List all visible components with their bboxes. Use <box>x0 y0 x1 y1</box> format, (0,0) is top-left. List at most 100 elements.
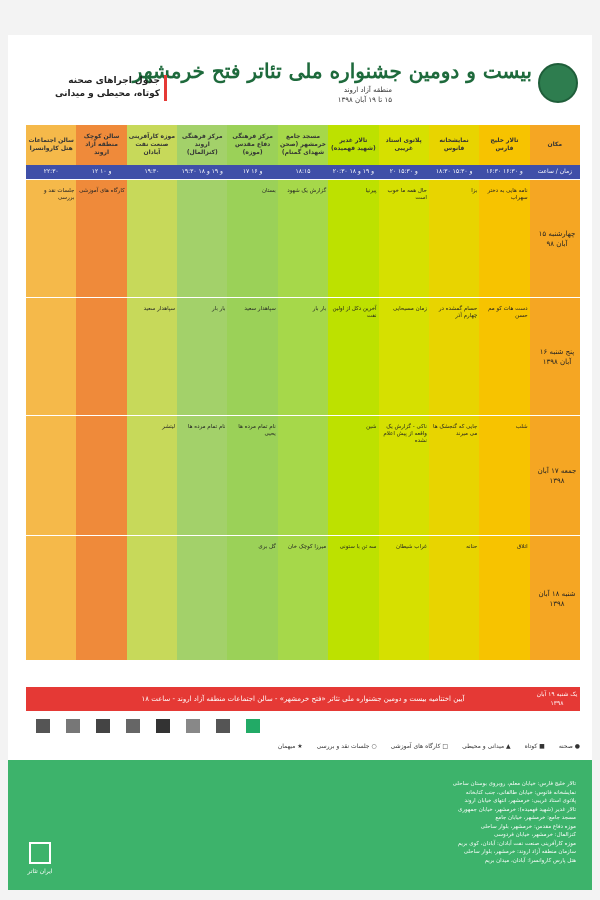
performance-cell: ناکی - گزارش یک واقعه از پیش اعلام نشده <box>383 424 427 444</box>
region: منطقه آزاد اروند <box>343 86 392 94</box>
day-label: جمعه ۱۷ آبان ۱۳۹۸ <box>537 467 577 485</box>
day-row: پنج شنبه ۱۶ آبان ۱۳۹۸ دست هات کو مم حسن حس… <box>26 297 580 416</box>
sponsor-logos <box>26 715 580 737</box>
venue-column: مکان زمان / ساعت <box>529 125 580 660</box>
performance-cell: نام تمام مرده ها <box>187 424 226 430</box>
performance-cell: حسام گمشده در چهارم آذر <box>438 306 478 319</box>
table-title-line1: جدول اجراهای صحنه <box>68 76 160 86</box>
legend-item: □ کارگاه های آموزشی <box>391 743 448 750</box>
venue-name: مسجد جامع خرمشهر (صحن شهدای گمنام) <box>280 133 326 156</box>
venue-column: پلاتوی استاد غریبی ۲۰ و ۱۵:۳۰ <box>378 125 429 660</box>
festival-title: بیست و دومین جشنواره ملی تئاتر فتح خرمشه… <box>132 59 532 83</box>
performance-cell <box>26 304 76 410</box>
day-row: جمعه ۱۷ آبان ۱۳۹۸ شلب جایی که گنجشک ها می … <box>26 415 580 536</box>
festival-subtitle: منطقه آزاد اروند ۱۵ تا ۱۹ آبان ۱۳۹۸ <box>338 85 392 105</box>
venue-address: هتل پارس کاروانسرا: آبادان، میدان بریم <box>484 857 576 864</box>
performance-cell: نامه هایی به دختر سهراب <box>487 188 528 201</box>
venue-address: سازمان منطقه آزاد اروند: خرمشهر، بلوار س… <box>463 849 576 855</box>
brand-logo-icon <box>29 842 51 864</box>
venue-name: نمایشخانه فانوس <box>439 137 469 152</box>
venue-time: ۱۲ و ۱۰ <box>76 165 127 179</box>
legend-item: ▲ میدانی و محیطی <box>462 743 511 750</box>
performance-cell: میرزا کوچک خان <box>287 544 327 550</box>
legend-label: کارگاه های آموزشی <box>390 742 441 750</box>
day-row: شنبه ۱۸ آبان ۱۳۹۸ اتلاق حنانه غراب شیطان سه … <box>26 535 580 661</box>
performance-cell <box>177 186 227 292</box>
venue-address: موزه کارآفرینی صنعت نفت آبادان: آبادان، … <box>457 840 576 847</box>
performance-cell: سه تن با ستونی <box>339 544 377 550</box>
venue-column: مرکز فرهنگی اروند (کنزالمال) ۱۹:۳۰ و ۱۹ و… <box>177 125 228 660</box>
performance-cell <box>26 422 76 530</box>
performance-cell: آخرین دکل از اولین نفت <box>332 306 377 319</box>
brand-text: ایران تئاتر <box>27 868 53 875</box>
performance-cell: حال همه ما خوب است <box>387 188 427 201</box>
venue-time: ۱۸:۳۰ و ۱۵:۳۰ <box>428 165 480 179</box>
performance-cell: اتلاق <box>517 544 528 550</box>
legend-marker-icon: □ <box>440 742 449 750</box>
venue-time: ۱۷ و ۱۶ <box>227 165 278 179</box>
venue-name: مکان <box>547 141 563 148</box>
brand-logo: ایران تئاتر <box>20 840 60 880</box>
venue-time: ۲۰:۳۰ و ۱۹ و ۱۸ <box>328 165 379 179</box>
venue-address: تالار خلیج فارس: خیابان معلم، روبروی بوس… <box>452 781 576 787</box>
day-label: پنج شنبه ۱۶ آبان ۱۳۹۸ <box>539 348 575 366</box>
performance-cell: زمان مسیحایی <box>393 306 427 312</box>
performance-cell: حنانه <box>466 544 478 550</box>
venue-address: پلاتوی استاد غریبی: خرمشهر، انتهای خیابا… <box>464 798 576 804</box>
legend-marker-icon: ★ <box>295 742 303 750</box>
venue-column: مرکز فرهنگی دفاع مقدس (موزه) ۱۷ و ۱۶ <box>227 125 278 660</box>
performance-cell: بار بار <box>312 306 327 312</box>
performance-cell: لیتشر <box>162 424 176 430</box>
venue-list: تالار خلیج فارس: خیابان معلم، روبروی بوس… <box>216 780 576 865</box>
performance-cell <box>127 542 177 655</box>
venue-name: مرکز فرهنگی اروند (کنزالمال) <box>181 133 223 156</box>
legend-marker-icon: ● <box>572 742 580 750</box>
performance-cell: بستان <box>262 188 276 194</box>
venue-name: سالن اجتماعات هتل کاروانسرا <box>28 137 74 152</box>
venue-address: کنزالمال: خرمشهر، خیابان فردوسی <box>493 832 576 838</box>
venue-footer: تالار خلیج فارس: خیابان معلم، روبروی بوس… <box>8 760 592 890</box>
schedule-grid: مکان زمان / ساعت تالار خلیج فارس ۱۶:۳۰ و ۱۶… <box>26 125 580 685</box>
legend-item: ★ میهمان <box>278 743 303 750</box>
legend-marker-icon: ■ <box>537 742 545 750</box>
legend: ● صحنه ■ کوتاه ▲ میدانی و محیطی □ کارگاه ها… <box>26 739 580 753</box>
venue-name: تالار غدیر (شهید فهمیده) <box>331 137 376 152</box>
performance-cell: سپاهدار سعید <box>143 306 176 312</box>
legend-label: میدانی و محیطی <box>462 742 505 750</box>
legend-label: جلسات نقد و بررسی <box>316 742 370 750</box>
venue-column: تالار غدیر (شهید فهمیده) ۲۰:۳۰ و ۱۹ و ۱۸ <box>328 125 379 660</box>
venue-name: موزه کارآفرینی صنعت نفت آبادان <box>128 133 176 156</box>
performance-cell <box>76 422 126 530</box>
legend-label: کوتاه <box>524 742 538 750</box>
performance-cell: نام تمام مرده ها یحیی <box>238 424 276 437</box>
venue-column: نمایشخانه فانوس ۱۸:۳۰ و ۱۵:۳۰ <box>428 125 480 660</box>
performance-cell: بزا <box>471 188 478 194</box>
performance-cell: غراب شیطان <box>396 544 427 550</box>
performance-cell: دست هات کو مم حسن <box>488 306 528 319</box>
performance-cell <box>278 422 328 530</box>
table-title: جدول اجراهای صحنه کوتاه، محیطی و میدانی <box>30 75 167 101</box>
venue-time: زمان / ساعت <box>529 165 580 179</box>
closing-ceremony-bar: یک شنبه ۱۹ آبان ۱۳۹۸ آیین اختتامیه بیست … <box>26 687 580 711</box>
venue-name: سالن کوچک منطقه آزاد اروند <box>83 133 120 156</box>
performance-cell: بار بار <box>211 306 226 312</box>
venue-column: مسجد جامع خرمشهر (صحن شهدای گمنام) ۱۸:۱۵ <box>277 125 329 660</box>
venue-column: سالن اجتماعات هتل کاروانسرا ۲۲:۳۰ <box>26 125 77 660</box>
legend-label: میهمان <box>277 742 296 750</box>
performance-cell <box>177 542 227 655</box>
header: بیست و دومین جشنواره ملی تئاتر فتح خرمشه… <box>8 35 592 123</box>
venue-column: تالار خلیج فارس ۱۶:۳۰ و ۱۶:۳۰ <box>479 125 530 660</box>
venue-time: ۲۰ و ۱۵:۳۰ <box>378 165 429 179</box>
closing-day: یک شنبه ۱۹ آبان ۱۳۹۸ <box>536 691 578 707</box>
venue-address: موزه دفاع مقدس: خرمشهر، بلوار ساحلی <box>480 823 576 830</box>
legend-marker-icon: ▲ <box>504 742 511 750</box>
performance-cell: شلب <box>515 424 528 430</box>
poster: بیست و دومین جشنواره ملی تئاتر فتح خرمشه… <box>8 35 592 890</box>
performance-cell <box>26 542 76 655</box>
venue-column: موزه کارآفرینی صنعت نفت آبادان ۱۹:۳۰ <box>126 125 178 660</box>
closing-text: آیین اختتامیه بیست و دومین جشنواره ملی ت… <box>141 695 465 703</box>
performance-cell: کارگاه های آموزشی <box>79 188 125 194</box>
performance-cell: گل بری <box>258 544 276 550</box>
venue-column: سالن کوچک منطقه آزاد اروند ۱۲ و ۱۰ <box>76 125 127 660</box>
venue-name: پلاتوی استاد غریبی <box>385 137 422 152</box>
